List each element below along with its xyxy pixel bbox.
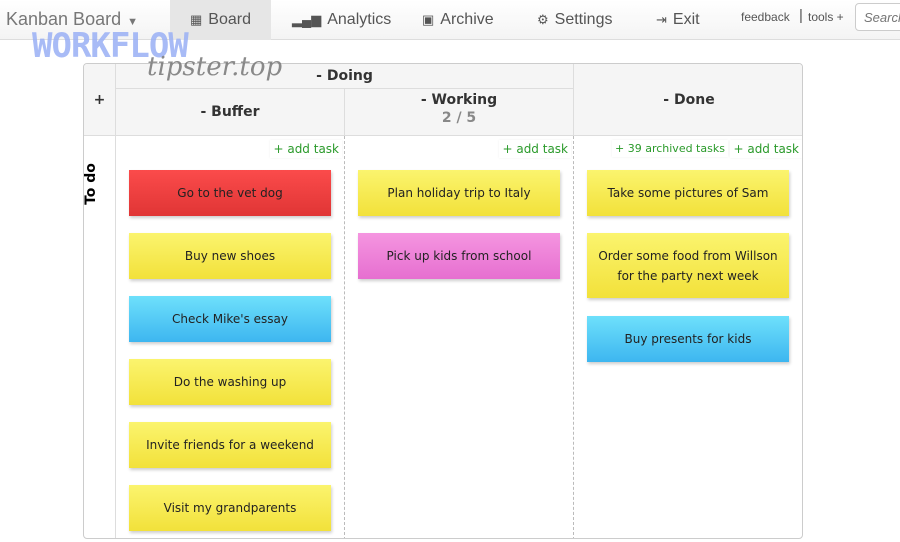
task-card[interactable]: Buy presents for kids: [587, 316, 789, 362]
column-header-buffer[interactable]: - Buffer: [116, 89, 345, 136]
task-card[interactable]: Do the washing up: [129, 359, 331, 405]
nav-label: Archive: [440, 11, 494, 28]
group-header-doing[interactable]: - Doing: [116, 64, 574, 89]
nav-analytics[interactable]: ▂▄▆ Analytics: [272, 0, 411, 40]
nav-exit[interactable]: ⇥ Exit: [636, 0, 720, 40]
top-navbar: Kanban Board ▼ ▦ Board ▂▄▆ Analytics ▣ Archi…: [0, 0, 900, 40]
task-card[interactable]: Check Mike's essay: [129, 296, 331, 342]
task-card[interactable]: Pick up kids from school: [358, 233, 560, 279]
separator: |: [799, 7, 803, 24]
signal-icon: ▂▄▆: [292, 12, 322, 27]
column-header-working[interactable]: - Working 2 / 5: [345, 89, 574, 136]
add-task-link[interactable]: + add task: [499, 140, 571, 158]
nav-label: Exit: [672, 11, 700, 28]
nav-label: Analytics: [327, 11, 392, 28]
nav-settings[interactable]: ⚙ Settings: [517, 0, 632, 40]
archived-tasks-link[interactable]: + 39 archived tasks: [612, 140, 728, 157]
column-title: - Working: [420, 92, 498, 108]
search-input[interactable]: [855, 3, 900, 31]
gear-icon: ⚙: [537, 12, 549, 27]
task-card[interactable]: Go to the vet dog: [129, 170, 331, 216]
brand-dropdown[interactable]: Kanban Board ▼: [6, 9, 138, 30]
archive-icon: ▣: [422, 12, 435, 27]
tools-menu[interactable]: tools +: [808, 10, 844, 24]
task-card[interactable]: Order some food from Willson for the par…: [587, 233, 789, 298]
swimlane-todo: To do: [83, 136, 116, 538]
lane-label: To do: [83, 163, 99, 205]
task-card[interactable]: Plan holiday trip to Italy: [358, 170, 560, 216]
column-done: + 39 archived tasks + add task Take some…: [574, 136, 802, 538]
task-card[interactable]: Take some pictures of Sam: [587, 170, 789, 216]
add-task-link[interactable]: + add task: [270, 140, 342, 158]
task-card[interactable]: Invite friends for a weekend: [129, 422, 331, 468]
column-buffer: + add task Go to the vet dog Buy new sho…: [116, 136, 345, 538]
watermark-logo: WORKFLOW: [32, 26, 189, 66]
column-working: + add task Plan holiday trip to Italy Pi…: [345, 136, 574, 538]
watermark-url: tipster.top: [147, 52, 283, 82]
wip-limit: 2 / 5: [441, 110, 477, 126]
task-card[interactable]: Buy new shoes: [129, 233, 331, 279]
column-header-done[interactable]: - Done: [574, 64, 802, 136]
feedback-link[interactable]: feedback: [741, 10, 790, 24]
nav-board[interactable]: ▦ Board: [170, 0, 271, 40]
add-lane-button[interactable]: +: [84, 64, 116, 136]
nav-label: Settings: [554, 11, 613, 28]
task-card[interactable]: Visit my grandparents: [129, 485, 331, 531]
kanban-board: + - Doing - Buffer - Working 2 / 5 - Don…: [83, 63, 803, 539]
caret-down-icon: ▼: [127, 16, 138, 28]
board-icon: ▦: [190, 12, 203, 27]
add-task-link[interactable]: + add task: [730, 140, 802, 158]
nav-archive[interactable]: ▣ Archive: [402, 0, 514, 40]
exit-icon: ⇥: [656, 12, 667, 27]
nav-label: Board: [208, 11, 251, 28]
brand-label: Kanban Board: [6, 9, 122, 29]
